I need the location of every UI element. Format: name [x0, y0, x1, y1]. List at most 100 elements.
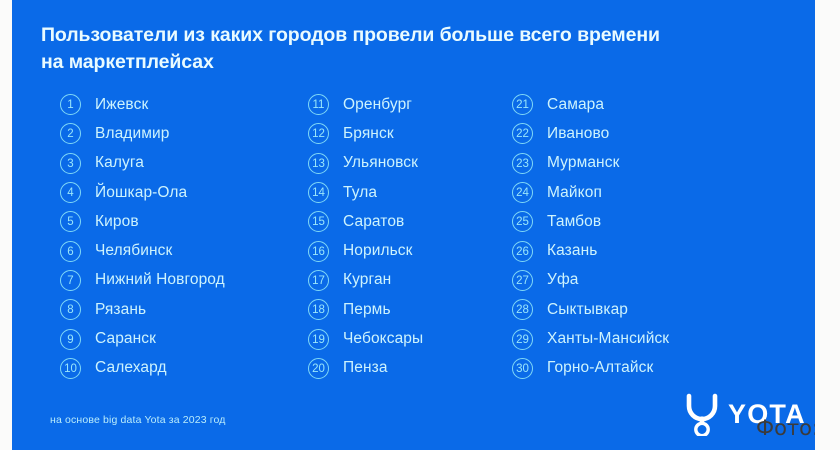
page-title: Пользователи из каких городов провели бо… [41, 24, 660, 73]
list-item: 17 Курган [308, 266, 518, 295]
list-item: 9 Саранск [60, 324, 305, 353]
city-name: Брянск [343, 124, 394, 142]
city-name: Челябинск [95, 242, 173, 260]
list-item: 13 Ульяновск [308, 149, 518, 178]
list-item: 5 Киров [60, 207, 305, 236]
city-name: Тула [343, 183, 378, 201]
list-item: 6 Челябинск [60, 236, 305, 265]
rank-badge: 26 [512, 240, 533, 262]
source-note: на основе big data Yota за 2023 год [50, 414, 226, 426]
city-name: Саратов [343, 212, 405, 230]
rank-badge: 20 [308, 357, 329, 379]
city-name: Самара [547, 95, 605, 113]
list-item: 24 Майкоп [512, 178, 802, 207]
list-item: 2 Владимир [60, 119, 305, 148]
rank-badge: 15 [308, 211, 329, 233]
city-name: Уфа [547, 271, 579, 289]
yota-logo: YOTA [684, 390, 806, 438]
ranking-column-2: 11 Оренбург 12 Брянск 13 Ульяновск 14 Тула 15 Сар… [308, 90, 518, 383]
ranking-column-1: 1 Ижевск 2 Владимир 3 Калуга 4 Йошкар-Ола 5 Киров… [60, 90, 305, 383]
city-name: Рязань [95, 300, 147, 318]
rank-badge: 5 [60, 211, 81, 233]
list-item: 14 Тула [308, 178, 518, 207]
rank-badge: 10 [60, 357, 81, 379]
list-item: 3 Калуга [60, 149, 305, 178]
city-name: Пермь [343, 300, 391, 318]
city-name: Ульяновск [343, 154, 418, 172]
rank-badge: 4 [60, 182, 81, 204]
city-name: Тамбов [547, 212, 602, 230]
rank-badge: 17 [308, 269, 329, 291]
list-item: 19 Чебоксары [308, 324, 518, 353]
city-name: Пенза [343, 359, 388, 377]
rank-badge: 11 [308, 94, 329, 116]
rank-badge: 1 [60, 94, 81, 116]
rank-badge: 9 [60, 328, 81, 350]
list-item: 25 Тамбов [512, 207, 802, 236]
list-item: 21 Самара [512, 90, 802, 119]
rank-badge: 8 [60, 299, 81, 321]
city-name: Майкоп [547, 183, 602, 201]
list-item: 27 Уфа [512, 266, 802, 295]
list-item: 10 Салехард [60, 354, 305, 383]
city-name: Курган [343, 271, 392, 289]
list-item: 7 Нижний Новгород [60, 266, 305, 295]
rank-badge: 3 [60, 152, 81, 174]
rank-badge: 12 [308, 123, 329, 145]
city-name: Горно-Алтайск [547, 359, 654, 377]
list-item: 30 Горно-Алтайск [512, 354, 802, 383]
city-name: Оренбург [343, 95, 413, 113]
list-item: 11 Оренбург [308, 90, 518, 119]
rank-badge: 30 [512, 357, 533, 379]
rank-badge: 13 [308, 152, 329, 174]
rank-badge: 7 [60, 269, 81, 291]
yota-figure-icon [686, 393, 718, 436]
city-name: Ижевск [95, 95, 149, 113]
rank-badge: 23 [512, 152, 533, 174]
rank-badge: 16 [308, 240, 329, 262]
rank-badge: 14 [308, 182, 329, 204]
rank-badge: 27 [512, 269, 533, 291]
city-name: Салехард [95, 359, 167, 377]
city-ranking-list: 1 Ижевск 2 Владимир 3 Калуга 4 Йошкар-Ола 5 Киров… [12, 90, 815, 390]
city-name: Киров [95, 212, 139, 230]
city-name: Иваново [547, 124, 610, 142]
ranking-column-3: 21 Самара 22 Иваново 23 Мурманск 24 Майкоп 25 Там… [512, 90, 802, 383]
rank-badge: 2 [60, 123, 81, 145]
list-item: 28 Сыктывкар [512, 295, 802, 324]
yota-wordmark: YOTA [728, 398, 806, 429]
list-item: 12 Брянск [308, 119, 518, 148]
city-name: Нижний Новгород [95, 271, 225, 289]
city-name: Казань [547, 242, 598, 260]
rank-badge: 25 [512, 211, 533, 233]
city-name: Калуга [95, 154, 144, 172]
list-item: 15 Саратов [308, 207, 518, 236]
photo-credit-watermark: Фото: Yot [756, 416, 815, 440]
rank-badge: 19 [308, 328, 329, 350]
city-name: Йошкар-Ола [95, 183, 188, 201]
list-item: 4 Йошкар-Ола [60, 178, 305, 207]
rank-badge: 21 [512, 94, 533, 116]
list-item: 26 Казань [512, 236, 802, 265]
city-name: Ханты-Мансийск [547, 330, 670, 348]
rank-badge: 29 [512, 328, 533, 350]
list-item: 20 Пенза [308, 354, 518, 383]
list-item: 8 Рязань [60, 295, 305, 324]
rank-badge: 28 [512, 299, 533, 321]
list-item: 29 Ханты-Мансийск [512, 324, 802, 353]
list-item: 23 Мурманск [512, 149, 802, 178]
city-name: Чебоксары [343, 330, 424, 348]
rank-badge: 22 [512, 123, 533, 145]
rank-badge: 6 [60, 240, 81, 262]
city-name: Саранск [95, 330, 157, 348]
city-name: Норильск [343, 242, 413, 260]
list-item: 22 Иваново [512, 119, 802, 148]
city-name: Мурманск [547, 154, 620, 172]
city-name: Владимир [95, 124, 170, 142]
list-item: 18 Пермь [308, 295, 518, 324]
rank-badge: 18 [308, 299, 329, 321]
infographic-panel: Пользователи из каких городов провели бо… [12, 0, 815, 450]
list-item: 16 Норильск [308, 236, 518, 265]
list-item: 1 Ижевск [60, 90, 305, 119]
